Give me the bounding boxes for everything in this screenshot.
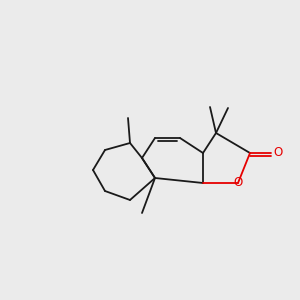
- Text: O: O: [273, 146, 283, 160]
- Text: O: O: [233, 176, 243, 190]
